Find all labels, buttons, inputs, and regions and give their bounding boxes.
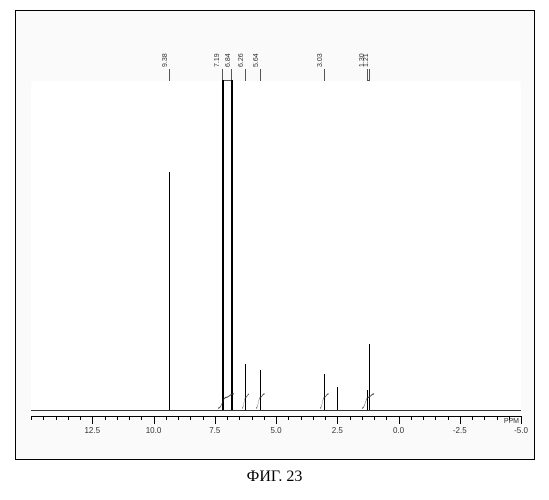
tick-minor: [178, 416, 179, 420]
peak-label: 6.26: [238, 53, 245, 67]
tick-label: 2.5: [332, 426, 343, 435]
tick-minor: [68, 416, 69, 420]
integral-curve: [218, 392, 234, 410]
peak: [337, 387, 338, 410]
integral-curve: [242, 392, 249, 410]
tick-major: [399, 416, 400, 424]
integral-curve: [256, 392, 265, 410]
tick-minor: [301, 416, 302, 420]
tick-minor: [227, 416, 228, 420]
tick-minor: [350, 416, 351, 420]
tick-major: [276, 416, 277, 424]
tick-label: 7.5: [209, 426, 220, 435]
tick-minor: [325, 416, 326, 420]
peak-label: 1.21: [363, 53, 370, 67]
label-tick: [369, 69, 370, 81]
tick-minor: [190, 416, 191, 420]
tick-minor: [129, 416, 130, 420]
tick-minor: [80, 416, 81, 420]
peak-labels: 9.387.196.846.265.643.031.301.21: [31, 21, 521, 81]
tick-minor: [141, 416, 142, 420]
tick-label: 0.0: [393, 426, 404, 435]
label-tick: [169, 69, 170, 81]
tick-label: -5.0: [514, 426, 528, 435]
tick-minor: [203, 416, 204, 420]
tick-minor: [313, 416, 314, 420]
tick-label: 12.5: [84, 426, 100, 435]
peak-label: 6.84: [225, 53, 232, 67]
peak: [169, 172, 170, 410]
tick-major: [460, 416, 461, 424]
label-tick: [245, 69, 246, 81]
tick-major: [154, 416, 155, 424]
tick-major: [215, 416, 216, 424]
tick-minor: [117, 416, 118, 420]
tick-minor: [411, 416, 412, 420]
tick-minor: [264, 416, 265, 420]
label-tick: [367, 69, 368, 81]
integral-curve: [362, 392, 374, 410]
tick-label: -2.5: [453, 426, 467, 435]
baseline: [31, 410, 521, 411]
peak-label: 3.03: [317, 53, 324, 67]
label-tick: [260, 69, 261, 81]
peak: [231, 80, 233, 410]
axis-title: PPM: [504, 418, 519, 425]
tick-minor: [386, 416, 387, 420]
integral-curve: [320, 392, 329, 410]
tick-minor: [484, 416, 485, 420]
tick-minor: [472, 416, 473, 420]
tick-minor: [252, 416, 253, 420]
chart-frame: 9.387.196.846.265.643.031.301.21 PPM 12.…: [15, 10, 535, 460]
tick-minor: [362, 416, 363, 420]
tick-minor: [374, 416, 375, 420]
label-tick: [324, 69, 325, 81]
tick-minor: [31, 416, 32, 420]
tick-minor: [105, 416, 106, 420]
tick-label: 5.0: [270, 426, 281, 435]
tick-minor: [56, 416, 57, 420]
tick-minor: [43, 416, 44, 420]
tick-minor: [509, 416, 510, 420]
tick-major: [521, 416, 522, 424]
plot-area: [31, 81, 521, 411]
tick-minor: [166, 416, 167, 420]
tick-minor: [423, 416, 424, 420]
peak-label: 7.19: [214, 53, 221, 67]
peak-label: 9.38: [162, 53, 169, 67]
tick-minor: [288, 416, 289, 420]
tick-minor: [239, 416, 240, 420]
x-axis: PPM 12.510.07.55.02.50.0-2.5-5.0: [31, 416, 521, 451]
tick-major: [337, 416, 338, 424]
peak-label: 5.64: [253, 53, 260, 67]
tick-minor: [435, 416, 436, 420]
tick-minor: [497, 416, 498, 420]
tick-minor: [448, 416, 449, 420]
figure-caption: ФИГ. 23: [0, 468, 549, 486]
tick-label: 10.0: [146, 426, 162, 435]
tick-major: [92, 416, 93, 424]
peak: [222, 80, 224, 410]
